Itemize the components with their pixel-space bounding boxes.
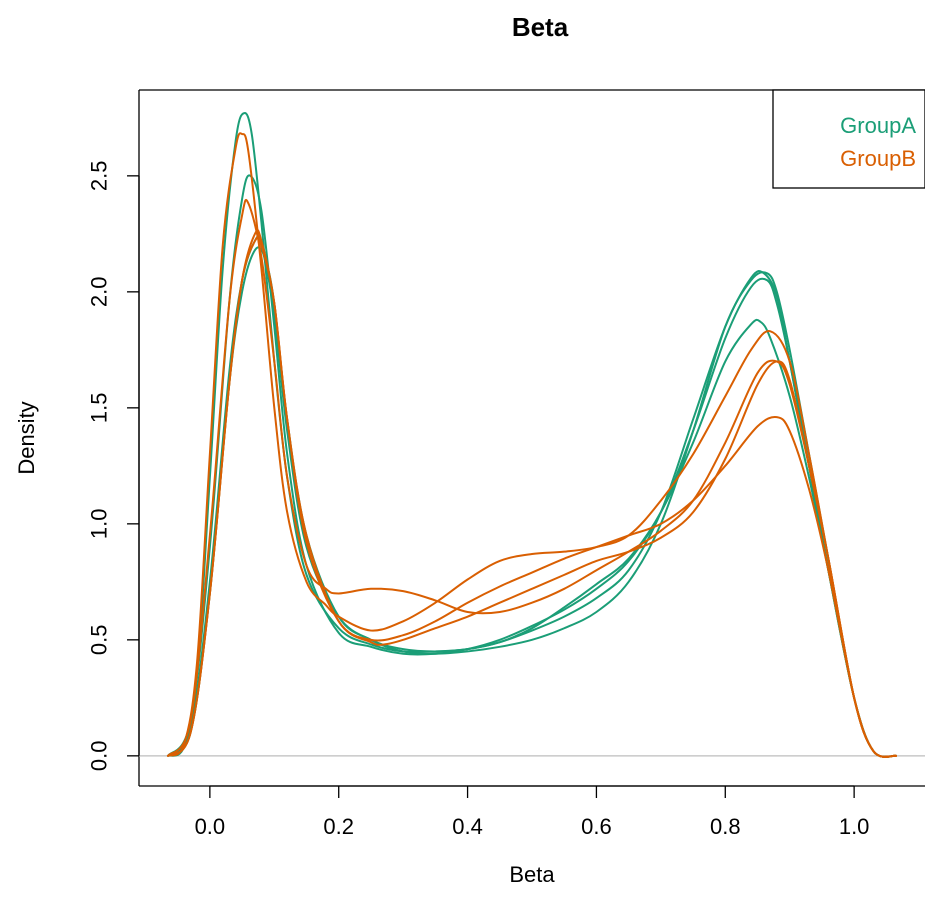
x-tick-label: 1.0 <box>839 814 870 839</box>
x-tick-label: 0.0 <box>195 814 226 839</box>
y-tick-label: 1.0 <box>87 509 112 540</box>
x-tick-label: 0.2 <box>323 814 354 839</box>
x-tick-label: 0.6 <box>581 814 612 839</box>
y-axis-label: Density <box>14 401 39 474</box>
x-axis-label: Beta <box>509 862 555 887</box>
y-axis: 0.0 0.5 1.0 1.5 2.0 2.5 <box>87 161 140 772</box>
density-curve-groupa-4 <box>166 246 898 758</box>
y-tick-label: 2.5 <box>87 161 112 192</box>
legend-label-groupb: GroupB <box>840 146 916 171</box>
density-curves <box>166 112 898 758</box>
y-tick-label: 0.5 <box>87 625 112 656</box>
density-curve-groupa-2 <box>166 174 898 758</box>
legend-box <box>772 89 925 189</box>
y-tick-label: 1.5 <box>87 393 112 424</box>
x-axis: 0.0 0.2 0.4 0.6 0.8 1.0 <box>195 785 870 839</box>
density-curve-groupb-6 <box>166 198 898 758</box>
density-curve-groupb-8 <box>166 235 898 758</box>
legend: GroupA GroupB <box>772 89 925 189</box>
x-tick-label: 0.8 <box>710 814 741 839</box>
chart-title: Beta <box>512 12 569 42</box>
y-tick-label: 0.0 <box>87 741 112 772</box>
y-tick-label: 2.0 <box>87 277 112 308</box>
density-curve-groupa-3 <box>166 235 898 758</box>
legend-label-groupa: GroupA <box>840 113 916 138</box>
density-curve-groupb-5 <box>166 132 898 758</box>
x-tick-label: 0.4 <box>452 814 483 839</box>
density-curve-groupb-7 <box>166 229 898 758</box>
